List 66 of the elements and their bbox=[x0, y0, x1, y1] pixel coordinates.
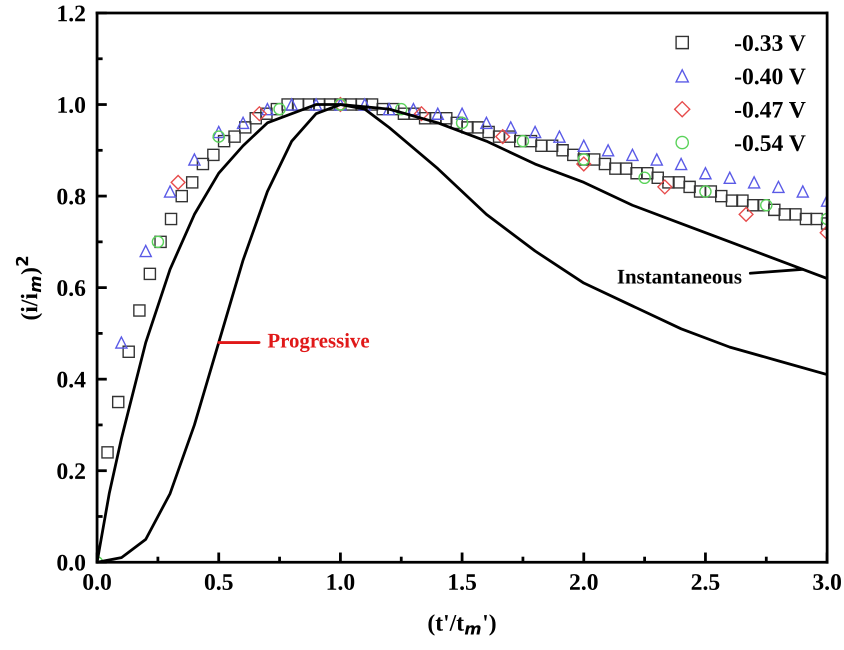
y-tick-label: 0.8 bbox=[57, 188, 86, 205]
point bbox=[432, 107, 444, 120]
point bbox=[358, 98, 371, 111]
point bbox=[236, 116, 250, 130]
annotation: Instantaneous bbox=[618, 270, 742, 284]
x-tick-label: 1.5 bbox=[449, 574, 476, 590]
point bbox=[760, 198, 773, 212]
point bbox=[152, 236, 164, 248]
y-tick-label: 0.0 bbox=[57, 554, 86, 571]
point bbox=[414, 106, 430, 122]
point bbox=[395, 102, 408, 116]
x-axis-title: (t'/t$_{m}$') bbox=[428, 614, 496, 636]
y-tick-label: 0.6 bbox=[57, 280, 86, 296]
point bbox=[456, 107, 468, 120]
y-tick-label: 0.2 bbox=[57, 463, 85, 480]
point bbox=[139, 244, 152, 258]
point bbox=[650, 153, 664, 166]
point bbox=[382, 102, 396, 116]
point bbox=[578, 139, 590, 152]
point bbox=[724, 172, 736, 184]
y-tick-label: 1.0 bbox=[58, 97, 86, 114]
legend-label: -0.33 V bbox=[735, 35, 806, 52]
legend-label: -0.47 V bbox=[735, 102, 806, 118]
point bbox=[456, 116, 468, 130]
point bbox=[748, 176, 760, 189]
x-tick-label: 0.0 bbox=[83, 574, 111, 590]
point bbox=[212, 126, 225, 138]
y-axis-title: (i/i$_{m}$)$^{2}$ bbox=[16, 256, 42, 320]
y-tick-label: 0.4 bbox=[57, 372, 86, 388]
point bbox=[638, 172, 651, 184]
point bbox=[576, 156, 592, 172]
point bbox=[796, 185, 810, 198]
legend-label: -0.54 V bbox=[735, 135, 806, 152]
point bbox=[626, 148, 639, 162]
point bbox=[699, 185, 712, 198]
legend-label: -0.40 V bbox=[735, 68, 806, 84]
point bbox=[772, 180, 785, 194]
point bbox=[528, 126, 542, 138]
point bbox=[285, 98, 298, 111]
x-tick-label: 3.0 bbox=[813, 574, 841, 590]
y-tick-label: 1.2 bbox=[58, 6, 85, 22]
x-tick-label: 1.0 bbox=[328, 574, 354, 590]
point bbox=[657, 179, 672, 194]
x-tick-label: 0.5 bbox=[204, 574, 233, 590]
annotation: Progressive bbox=[268, 333, 370, 352]
x-tick-label: 2.5 bbox=[692, 574, 720, 590]
point bbox=[252, 106, 267, 122]
x-tick-label: 2.0 bbox=[570, 574, 598, 590]
point bbox=[738, 206, 754, 222]
point bbox=[273, 102, 286, 116]
point bbox=[170, 174, 186, 190]
point bbox=[164, 185, 176, 198]
point bbox=[115, 336, 128, 349]
point bbox=[674, 158, 688, 170]
point bbox=[495, 129, 510, 144]
point bbox=[602, 144, 614, 157]
point bbox=[699, 166, 712, 180]
point bbox=[504, 121, 518, 134]
point bbox=[212, 130, 225, 143]
point bbox=[553, 130, 566, 143]
point bbox=[188, 153, 201, 166]
point bbox=[516, 134, 530, 148]
point bbox=[261, 102, 274, 116]
point bbox=[480, 116, 493, 130]
point bbox=[310, 98, 322, 111]
point bbox=[407, 102, 420, 116]
